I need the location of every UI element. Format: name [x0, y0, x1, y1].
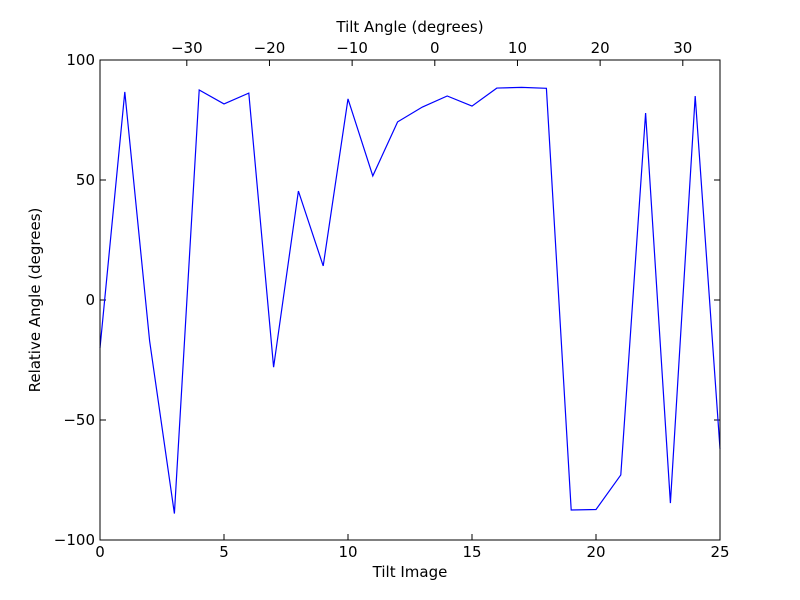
- series-line: [99, 86, 721, 514]
- top-tick-label: 10: [508, 39, 527, 57]
- x-axis-label: Tilt Image: [372, 563, 448, 581]
- y-tick-label: −100: [54, 531, 95, 549]
- plot-area: [100, 60, 720, 540]
- x-tick-label: 15: [462, 543, 481, 561]
- top-tick-label: −20: [254, 39, 286, 57]
- top-tick-label: −30: [171, 39, 203, 57]
- top-tick-label: −10: [336, 39, 368, 57]
- y-axis-label: Relative Angle (degrees): [26, 208, 44, 393]
- x-tick-label: 25: [710, 543, 729, 561]
- top-tick-label: 30: [673, 39, 692, 57]
- x-tick-label: 10: [338, 543, 357, 561]
- top-axis-label: Tilt Angle (degrees): [335, 18, 483, 36]
- y-tick-label: 0: [85, 291, 95, 309]
- y-tick-label: 100: [66, 51, 95, 69]
- x-tick-label: 20: [586, 543, 605, 561]
- x-tick-label: 0: [95, 543, 105, 561]
- y-tick-label: −50: [63, 411, 95, 429]
- plot-frame: [99, 59, 721, 541]
- top-tick-label: 0: [430, 39, 440, 57]
- y-tick-label: 50: [76, 171, 95, 189]
- x-tick-label: 5: [219, 543, 229, 561]
- top-tick-label: 20: [591, 39, 610, 57]
